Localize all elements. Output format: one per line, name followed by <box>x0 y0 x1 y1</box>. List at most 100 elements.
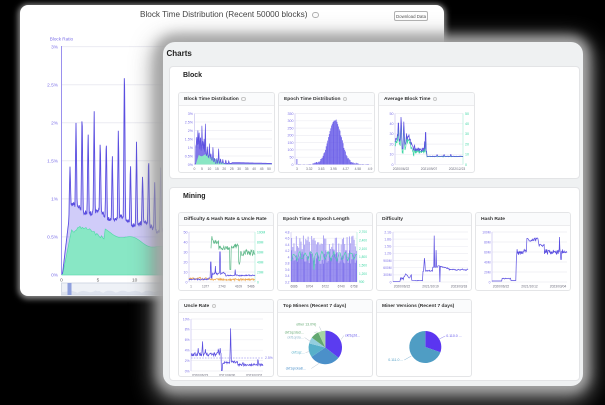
svg-text:2021/08/30: 2021/08/30 <box>219 374 236 377</box>
svg-text:10: 10 <box>465 153 469 157</box>
svg-text:20: 20 <box>465 142 469 146</box>
svg-text:1377: 1377 <box>202 285 209 289</box>
svg-text:100M: 100M <box>482 230 491 234</box>
svg-text:0.110.0 ...: 0.110.0 ... <box>446 334 461 338</box>
svg-text:6686: 6686 <box>290 285 297 289</box>
svg-text:50: 50 <box>465 112 469 116</box>
svg-text:2743: 2743 <box>218 285 225 289</box>
svg-text:ckf1qzda3...: ckf1qzda3... <box>285 331 304 335</box>
svg-text:1,800: 1,800 <box>359 255 367 259</box>
svg-text:ckf1qrda...: ckf1qrda... <box>287 336 303 340</box>
svg-text:350: 350 <box>288 112 294 116</box>
svg-text:150: 150 <box>288 141 294 145</box>
svg-text:30: 30 <box>390 132 394 136</box>
svg-text:3.6: 3.6 <box>285 268 290 272</box>
svg-text:0.5%: 0.5% <box>47 235 59 241</box>
svg-text:15: 15 <box>215 167 219 171</box>
svg-text:900: 900 <box>359 280 365 284</box>
svg-text:8%: 8% <box>185 328 190 332</box>
svg-text:1.5%: 1.5% <box>185 137 194 141</box>
svg-text:1: 1 <box>190 285 192 289</box>
svg-text:1,200: 1,200 <box>359 272 367 276</box>
svg-text:6722: 6722 <box>322 285 329 289</box>
svg-text:0: 0 <box>465 163 467 167</box>
svg-text:1.2G: 1.2G <box>384 252 392 256</box>
svg-text:80M: 80M <box>257 240 264 244</box>
svg-text:80M: 80M <box>484 240 491 244</box>
svg-text:3.4: 3.4 <box>285 274 290 278</box>
svg-text:2.1G: 2.1G <box>384 230 392 234</box>
svg-text:other 13.0%): other 13.0%) <box>296 323 316 327</box>
svg-text:5: 5 <box>201 167 203 171</box>
svg-text:4.8: 4.8 <box>285 230 290 234</box>
svg-text:300: 300 <box>288 119 294 123</box>
svg-text:0%: 0% <box>51 273 59 279</box>
svg-text:3.8: 3.8 <box>285 262 290 266</box>
svg-text:0: 0 <box>194 167 196 171</box>
svg-text:100M: 100M <box>257 230 266 234</box>
svg-text:6758: 6758 <box>350 285 357 289</box>
svg-text:2.5%: 2.5% <box>47 82 59 88</box>
svg-text:30: 30 <box>237 167 241 171</box>
svg-text:50: 50 <box>290 156 294 160</box>
svg-text:20: 20 <box>390 142 394 146</box>
svg-text:0: 0 <box>60 278 63 284</box>
svg-text:2020/06/23: 2020/06/23 <box>192 374 209 377</box>
svg-text:30: 30 <box>184 250 188 254</box>
svg-text:40: 40 <box>390 122 394 126</box>
svg-text:2020/06/22: 2020/06/22 <box>394 285 411 289</box>
svg-text:4: 4 <box>288 255 290 259</box>
svg-text:4109: 4109 <box>235 285 242 289</box>
svg-text:1%: 1% <box>51 197 59 203</box>
svg-text:3.95: 3.95 <box>330 167 337 171</box>
svg-text:ckf1qrcka8...: ckf1qrcka8... <box>286 367 306 371</box>
svg-text:900M: 900M <box>383 259 392 263</box>
svg-text:45: 45 <box>260 167 264 171</box>
svg-text:0: 0 <box>257 280 259 284</box>
svg-text:35: 35 <box>245 167 249 171</box>
svg-text:1.8G: 1.8G <box>384 237 392 241</box>
svg-text:40: 40 <box>184 240 188 244</box>
svg-text:50: 50 <box>390 112 394 116</box>
svg-text:10%: 10% <box>183 317 190 321</box>
svg-text:3.2: 3.2 <box>285 280 290 284</box>
svg-text:ckf1qz...: ckf1qz... <box>292 351 305 355</box>
svg-text:2,100: 2,100 <box>359 247 367 251</box>
svg-text:50: 50 <box>184 230 188 234</box>
svg-text:4%: 4% <box>185 349 190 353</box>
svg-text:20: 20 <box>184 260 188 264</box>
svg-text:2023/02/07: 2023/02/07 <box>246 374 263 377</box>
svg-text:1.5%: 1.5% <box>47 159 59 165</box>
svg-text:60M: 60M <box>257 250 264 254</box>
svg-text:3.63: 3.63 <box>318 167 325 171</box>
svg-text:40M: 40M <box>257 260 264 264</box>
svg-text:2022/12/23: 2022/12/23 <box>449 167 466 171</box>
svg-text:6704: 6704 <box>306 285 313 289</box>
svg-text:1%: 1% <box>188 146 194 150</box>
svg-text:50: 50 <box>267 167 271 171</box>
svg-text:100: 100 <box>288 148 294 152</box>
svg-text:10: 10 <box>184 270 188 274</box>
svg-text:0: 0 <box>186 280 188 284</box>
svg-text:ckf1q2d...: ckf1q2d... <box>345 334 360 338</box>
svg-text:4.27: 4.27 <box>343 167 350 171</box>
svg-text:4.6: 4.6 <box>285 237 290 241</box>
svg-text:0: 0 <box>489 280 491 284</box>
svg-text:40M: 40M <box>484 260 491 264</box>
svg-text:40: 40 <box>252 167 256 171</box>
svg-text:10: 10 <box>208 167 212 171</box>
svg-text:6740: 6740 <box>338 285 345 289</box>
svg-text:20M: 20M <box>257 270 264 274</box>
svg-text:10: 10 <box>390 153 394 157</box>
svg-text:0%: 0% <box>188 163 194 167</box>
svg-text:250: 250 <box>288 126 294 130</box>
svg-text:10: 10 <box>132 278 138 284</box>
svg-text:Block Ratio: Block Ratio <box>50 37 74 42</box>
svg-text:4.9: 4.9 <box>368 167 373 171</box>
svg-text:30: 30 <box>465 132 469 136</box>
svg-text:2020/06/22: 2020/06/22 <box>393 167 410 171</box>
svg-text:2,700: 2,700 <box>359 230 367 234</box>
svg-text:60M: 60M <box>484 250 491 254</box>
svg-text:2020/06/22: 2020/06/22 <box>493 285 510 289</box>
svg-text:1,500: 1,500 <box>359 264 367 268</box>
